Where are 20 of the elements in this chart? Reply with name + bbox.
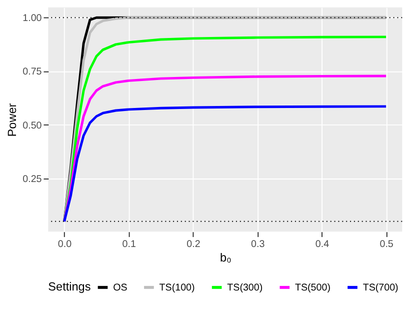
y-tick-label: 1.00: [22, 13, 42, 24]
x-tick-label: 0.0: [58, 238, 72, 250]
legend-label: TS(300): [227, 282, 263, 294]
legend-title: Settings: [48, 280, 91, 294]
x-tick-label: 0.3: [251, 238, 266, 250]
x-axis-title: b₀: [220, 252, 232, 265]
y-tick-label: 0.25: [22, 174, 42, 185]
legend-label: TS(500): [294, 282, 330, 294]
line-series: [63, 74, 388, 223]
x-tick-label: 0.1: [122, 238, 136, 250]
x-tick-label: 0.4: [315, 238, 330, 250]
y-tick-label: 0.75: [22, 66, 42, 78]
x-tick-label: 0.2: [186, 238, 200, 250]
line-series: [63, 105, 388, 223]
legend-label: TS(700): [362, 282, 398, 294]
y-axis-title: Power: [6, 103, 19, 137]
x-tick-label: 0.5: [380, 238, 394, 250]
legend-label: TS(100): [159, 282, 195, 294]
legend-label: OS: [113, 282, 128, 294]
y-tick-label: 0.50: [22, 120, 42, 132]
